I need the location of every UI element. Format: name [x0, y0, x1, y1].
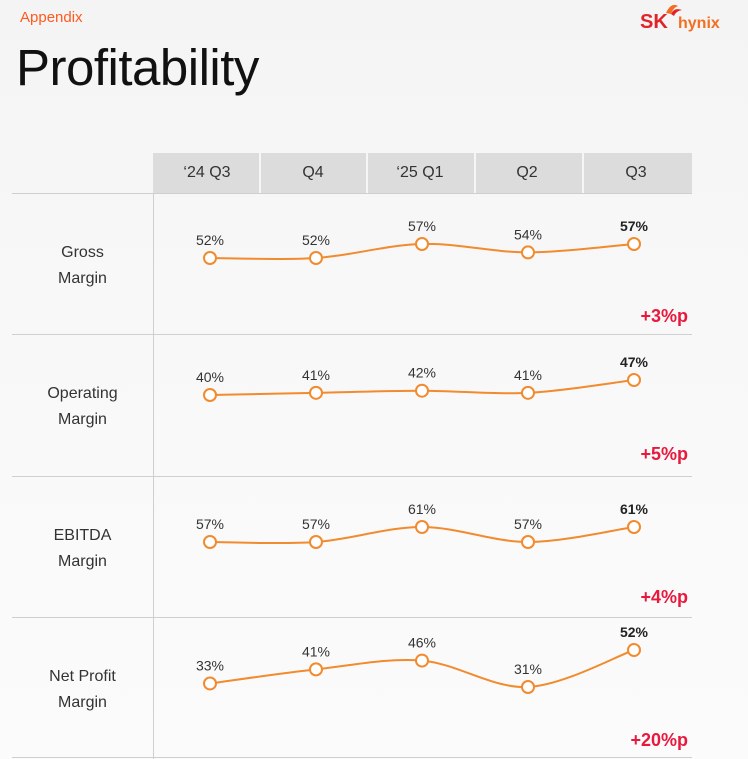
data-label: 52% [620, 624, 649, 640]
data-point [415, 520, 429, 534]
data-label: 41% [302, 367, 330, 383]
column-header-24q3: ‘24 Q3 [183, 164, 231, 181]
data-label: 31% [514, 661, 542, 677]
data-point [521, 535, 535, 549]
row-label-ebitda-margin: EBITDA Margin [12, 523, 153, 575]
data-label: 52% [302, 232, 330, 248]
row-label-line: Margin [58, 270, 107, 287]
data-point [415, 653, 429, 668]
delta-label: +5%p [640, 444, 688, 464]
data-label: 57% [620, 218, 649, 234]
data-label: 42% [408, 365, 436, 381]
delta-label: +4%p [640, 587, 688, 607]
data-point [309, 385, 323, 400]
data-point [203, 535, 217, 549]
row-label-line: EBITDA [53, 527, 112, 544]
data-point [521, 385, 535, 400]
data-point [415, 237, 429, 251]
logo-sk-text: SK [640, 11, 668, 33]
data-point [521, 245, 535, 260]
column-header-25q3: Q3 [625, 164, 647, 181]
row-label-line: Margin [58, 411, 107, 428]
data-point [309, 662, 323, 677]
column-divider [582, 153, 584, 193]
delta-label: +3%p [640, 306, 688, 326]
row-label-net-profit-margin: Net Profit Margin [12, 664, 153, 716]
data-label: 41% [514, 367, 542, 383]
column-header-25q2: Q2 [516, 164, 538, 181]
data-point [203, 388, 217, 402]
data-label: 57% [196, 516, 224, 532]
row-divider [12, 617, 692, 618]
sk-hynix-logo: SK hynix [638, 4, 738, 34]
data-label: 57% [514, 516, 542, 532]
data-point [627, 643, 641, 657]
column-header-25q1: ‘25 Q1 [396, 164, 444, 181]
row-label-gross-margin: Gross Margin [12, 240, 153, 292]
data-label: 41% [302, 643, 330, 659]
row-divider [12, 476, 692, 477]
data-label: 54% [514, 226, 542, 242]
section-label: Appendix [20, 9, 83, 26]
column-divider [259, 153, 261, 193]
row-divider [12, 334, 692, 335]
data-label: 47% [620, 354, 649, 370]
data-point [309, 251, 323, 265]
data-point [203, 251, 217, 265]
row-label-line: Margin [58, 553, 107, 570]
column-header-strip [153, 153, 692, 193]
data-label: 33% [196, 657, 224, 673]
data-point [203, 676, 217, 691]
data-point [309, 535, 323, 549]
row-label-line: Gross [61, 244, 104, 261]
data-label: 61% [620, 501, 649, 517]
page-title: Profitability [16, 39, 259, 96]
row-label-line: Operating [47, 385, 118, 402]
delta-label: +20%p [630, 730, 688, 750]
data-label: 61% [408, 501, 436, 517]
data-point [627, 237, 641, 251]
data-point [627, 520, 641, 534]
logo-wings-icon [666, 4, 682, 16]
data-label: 57% [408, 218, 436, 234]
data-point [415, 383, 429, 398]
data-label: 52% [196, 232, 224, 248]
row-divider [12, 193, 692, 194]
data-label: 57% [302, 516, 330, 532]
logo-hynix-text: hynix [678, 15, 720, 32]
column-divider [366, 153, 368, 193]
row-label-operating-margin: Operating Margin [12, 381, 153, 433]
column-header-24q4: Q4 [302, 164, 324, 181]
row-label-line: Margin [58, 694, 107, 711]
row-label-line: Net Profit [49, 668, 116, 685]
data-point [521, 680, 535, 694]
data-label: 46% [408, 635, 436, 651]
row-divider [12, 757, 692, 758]
data-label: 40% [196, 369, 224, 385]
column-divider [474, 153, 476, 193]
label-column-divider [153, 193, 154, 759]
data-point [627, 373, 641, 387]
